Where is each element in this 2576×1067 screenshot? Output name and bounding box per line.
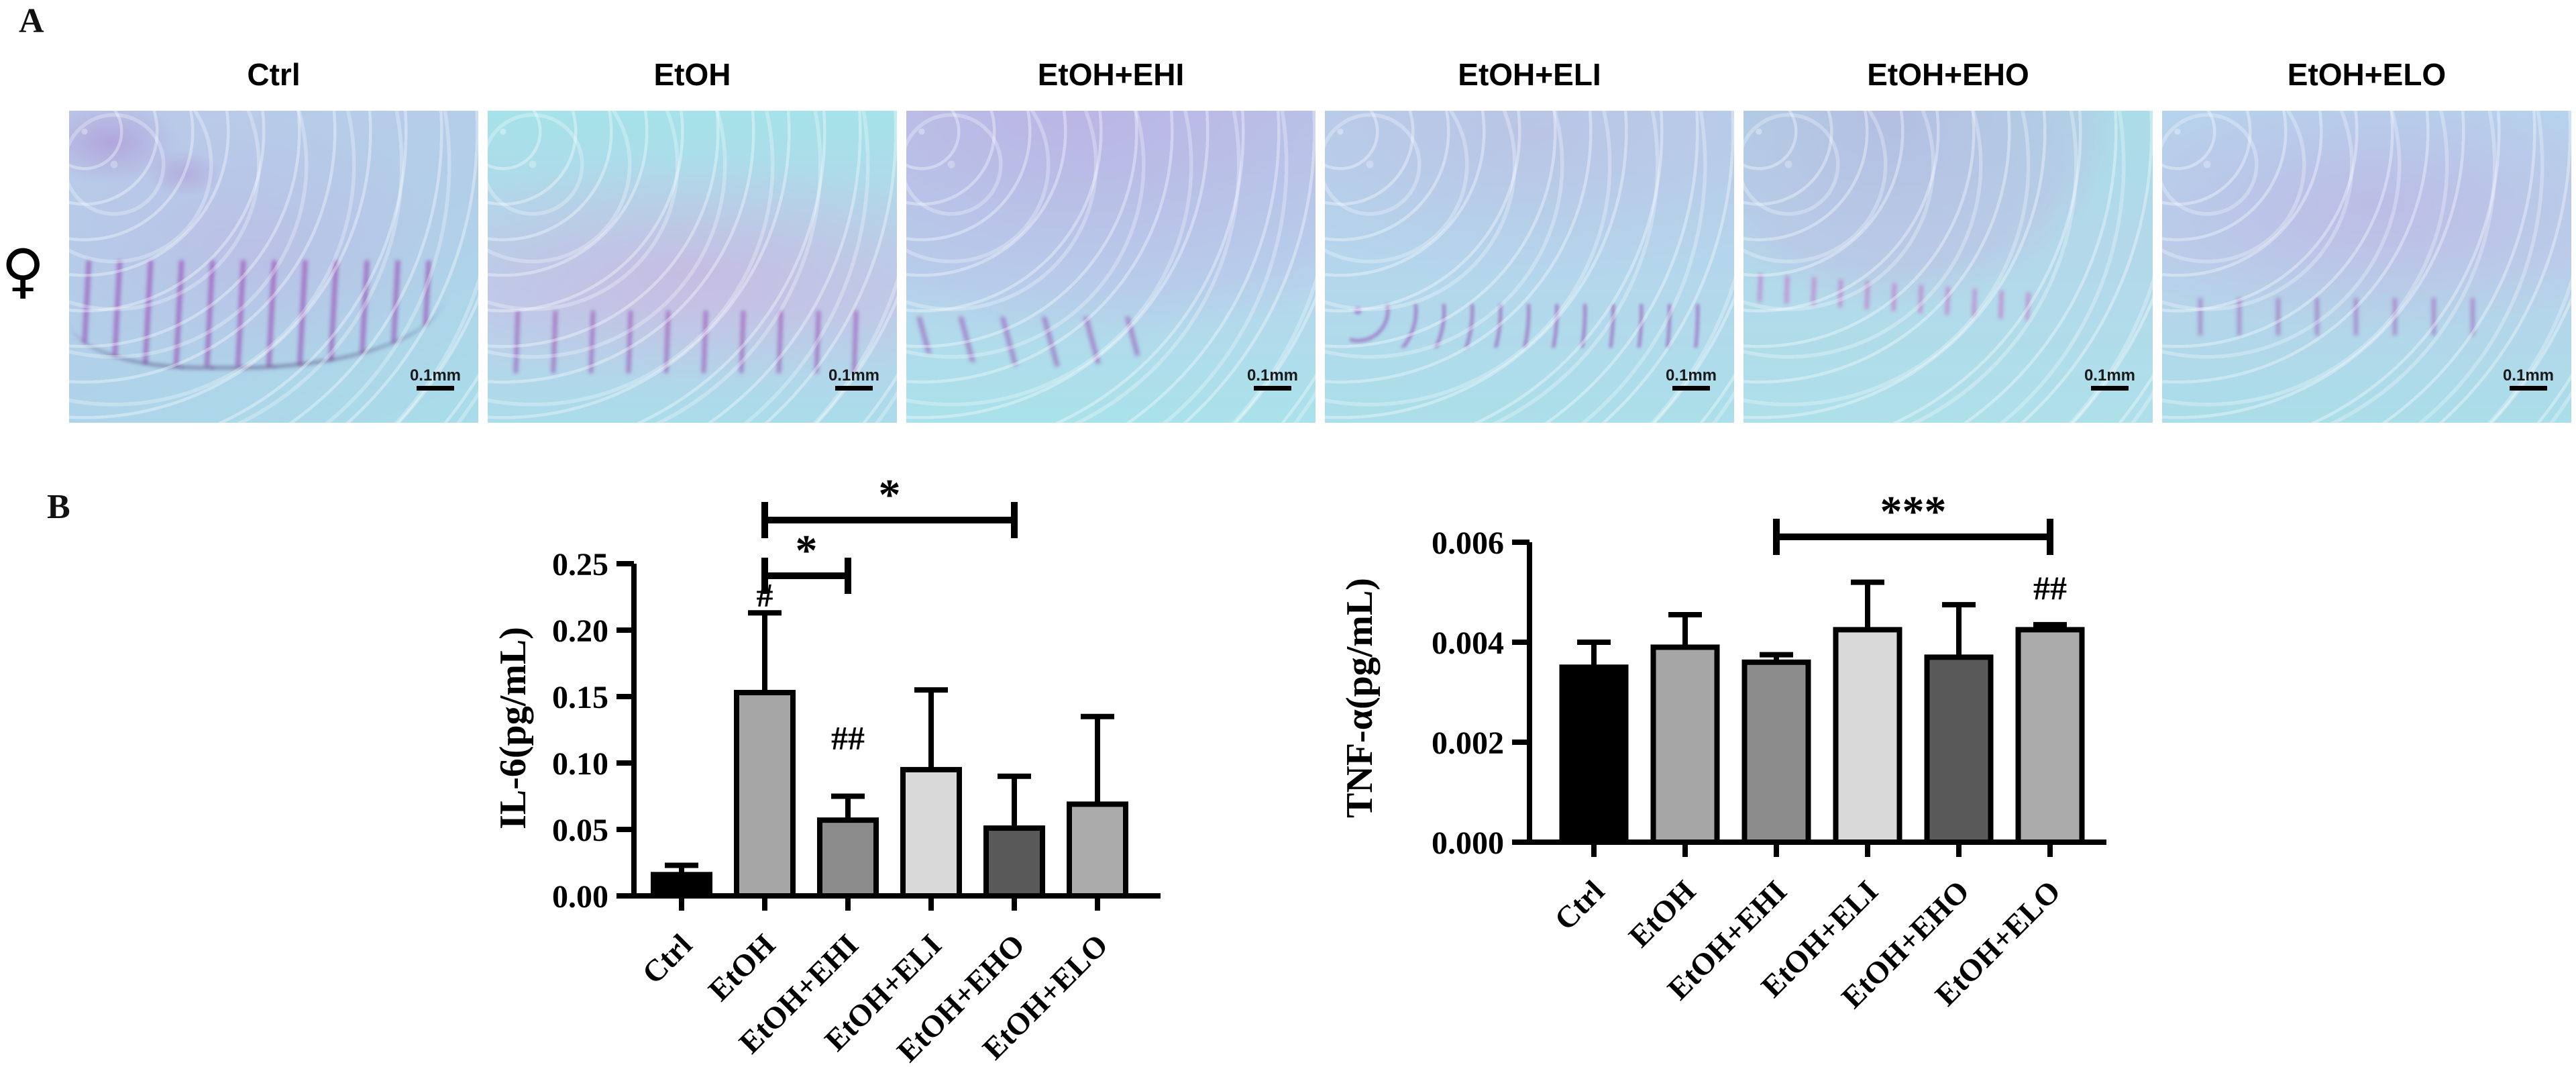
scale-bar-line [1253,386,1291,391]
micrograph-title-etoh-eho: EtOH+EHO [1867,57,2029,92]
scale-bar: 0.1mm [828,367,879,391]
micrograph-title-etoh-ehi: EtOH+EHI [1037,57,1185,92]
tissue-band [906,316,1152,367]
scale-bar-label: 0.1mm [409,366,461,385]
female-symbol: ♀ [1,236,45,305]
svg-text:IL-6(pg/mL): IL-6(pg/mL) [492,627,534,829]
micrograph-title-etoh: EtOH [653,57,731,92]
micrograph-image-etoh-eli: 0.1mm [1325,111,1734,423]
svg-text:Ctrl: Ctrl [635,927,698,990]
panel-b-label: B [47,488,70,526]
micrograph-title-etoh-elo: EtOH+ELO [2287,57,2447,92]
svg-text:0.15: 0.15 [552,680,608,715]
tissue-band [1743,272,2031,321]
scale-bar: 0.1mm [1666,367,1717,391]
svg-text:***: *** [1880,487,1947,536]
panel-a-label: A [19,2,44,40]
svg-text:0.006: 0.006 [1432,525,1504,561]
scale-bar-line [2090,386,2129,391]
scale-bar-line [416,386,454,391]
svg-text:TNF-α(pg/mL): TNF-α(pg/mL) [1339,578,1381,818]
svg-text:##: ## [831,719,865,757]
svg-text:*: * [796,526,818,575]
scale-bar-label: 0.1mm [2084,366,2135,385]
micrograph-title-etoh-eli: EtOH+ELI [1458,57,1601,92]
svg-text:EtOH: EtOH [702,927,782,1007]
tissue-band [69,260,446,370]
scale-bar: 0.1mm [2503,367,2554,391]
micrograph-image-etoh: 0.1mm [488,111,897,423]
svg-text:*: * [879,470,901,519]
svg-text:0.002: 0.002 [1432,725,1504,761]
svg-text:EtOH: EtOH [1622,874,1702,954]
il6-bar-chart: 0.00 0.05 0.10 0.15 0.20 0.25 IL-6(pg/mL) Ctrl E… [492,470,1161,1067]
scale-bar: 0.1mm [2084,367,2135,391]
tissue-band [2178,298,2506,336]
scale-bar-label: 0.1mm [1246,366,1298,385]
svg-text:0.10: 0.10 [552,746,608,782]
scale-bar-line [2509,386,2547,391]
tissue-band [496,310,889,373]
micrograph-title-ctrl: Ctrl [247,57,301,92]
scale-bar-label: 0.1mm [2502,366,2554,385]
tnf-alpha-bar-chart: 0.000 0.002 0.004 0.006 TNF-α(pg/mL) Ctrl EtOH… [1339,487,2106,1015]
micrograph-image-etoh-elo: 0.1mm [2162,111,2571,423]
tissue-band [1349,304,1710,348]
scale-bar-line [1672,386,1710,391]
scale-bar-label: 0.1mm [1665,366,1717,385]
svg-text:0.25: 0.25 [552,547,608,582]
svg-text:0.00: 0.00 [552,879,608,915]
micrograph-image-etoh-ehi: 0.1mm [906,111,1316,423]
svg-text:0.20: 0.20 [552,613,608,649]
scale-bar: 0.1mm [410,367,461,391]
svg-text:##: ## [2033,569,2067,607]
svg-text:0.000: 0.000 [1432,825,1504,861]
svg-text:0.004: 0.004 [1432,625,1504,661]
micrograph-image-ctrl: 0.1mm [69,111,478,423]
scale-bar-label: 0.1mm [828,366,879,385]
scale-bar-line [835,386,873,391]
svg-text:0.05: 0.05 [552,813,608,848]
svg-text:Ctrl: Ctrl [1548,874,1611,937]
scale-bar: 0.1mm [1247,367,1298,391]
micrograph-image-etoh-eho: 0.1mm [1743,111,2153,423]
